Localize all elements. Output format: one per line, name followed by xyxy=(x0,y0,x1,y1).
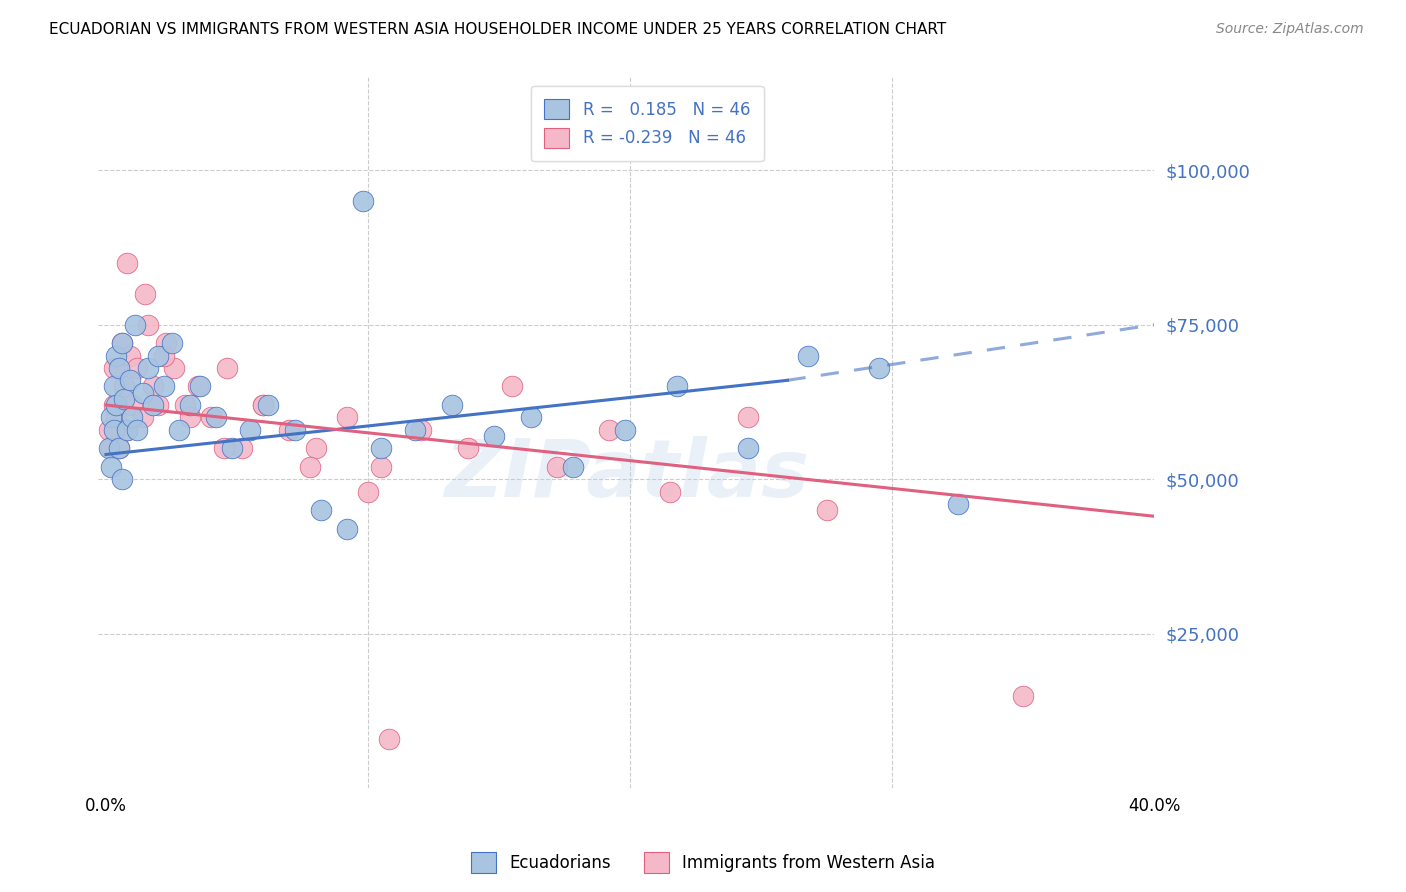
Point xyxy=(404,423,426,437)
Point xyxy=(160,336,183,351)
Point xyxy=(561,459,583,474)
Point xyxy=(108,442,131,456)
Point xyxy=(134,286,156,301)
Point xyxy=(112,392,135,406)
Point xyxy=(946,497,969,511)
Point xyxy=(163,360,186,375)
Point xyxy=(440,398,463,412)
Point xyxy=(231,442,253,456)
Point xyxy=(115,423,138,437)
Point xyxy=(357,484,380,499)
Point xyxy=(121,398,143,412)
Point xyxy=(142,398,165,412)
Point xyxy=(546,459,568,474)
Point xyxy=(118,349,141,363)
Point xyxy=(169,423,191,437)
Point xyxy=(252,398,274,412)
Point xyxy=(115,423,138,437)
Point xyxy=(105,349,128,363)
Point xyxy=(336,522,359,536)
Point xyxy=(121,410,143,425)
Point xyxy=(173,398,195,412)
Legend: R =   0.185   N = 46, R = -0.239   N = 46: R = 0.185 N = 46, R = -0.239 N = 46 xyxy=(531,86,763,161)
Point xyxy=(370,459,392,474)
Point xyxy=(378,731,401,746)
Point xyxy=(188,379,211,393)
Point xyxy=(868,360,890,375)
Point xyxy=(105,410,128,425)
Point xyxy=(131,410,153,425)
Text: ECUADORIAN VS IMMIGRANTS FROM WESTERN ASIA HOUSEHOLDER INCOME UNDER 25 YEARS COR: ECUADORIAN VS IMMIGRANTS FROM WESTERN AS… xyxy=(49,22,946,37)
Point xyxy=(112,379,135,393)
Point xyxy=(205,410,228,425)
Point xyxy=(309,503,332,517)
Point xyxy=(336,410,359,425)
Point xyxy=(239,423,262,437)
Point xyxy=(305,442,328,456)
Point xyxy=(598,423,620,437)
Point xyxy=(179,410,201,425)
Point xyxy=(278,423,301,437)
Point xyxy=(221,442,243,456)
Point xyxy=(215,360,238,375)
Point xyxy=(103,398,125,412)
Text: Source: ZipAtlas.com: Source: ZipAtlas.com xyxy=(1216,22,1364,37)
Point xyxy=(103,360,125,375)
Point xyxy=(815,503,838,517)
Point xyxy=(737,442,759,456)
Point xyxy=(97,423,120,437)
Point xyxy=(103,379,125,393)
Point xyxy=(142,379,165,393)
Point xyxy=(613,423,636,437)
Point xyxy=(131,385,153,400)
Point xyxy=(1012,689,1035,703)
Point xyxy=(105,398,128,412)
Point xyxy=(212,442,235,456)
Point xyxy=(100,442,122,456)
Legend: Ecuadorians, Immigrants from Western Asia: Ecuadorians, Immigrants from Western Asi… xyxy=(464,846,942,880)
Point xyxy=(136,318,159,332)
Point xyxy=(352,194,374,208)
Point xyxy=(111,336,134,351)
Point xyxy=(457,442,479,456)
Point xyxy=(108,360,131,375)
Point xyxy=(152,349,174,363)
Point xyxy=(299,459,322,474)
Point xyxy=(370,442,392,456)
Point xyxy=(519,410,541,425)
Point xyxy=(658,484,681,499)
Point xyxy=(108,442,131,456)
Point xyxy=(100,410,122,425)
Point xyxy=(409,423,432,437)
Point xyxy=(148,398,170,412)
Point xyxy=(152,379,174,393)
Point xyxy=(155,336,177,351)
Point xyxy=(257,398,280,412)
Point xyxy=(482,429,505,443)
Point xyxy=(124,318,146,332)
Text: ZIPatlas: ZIPatlas xyxy=(444,436,808,515)
Point xyxy=(666,379,689,393)
Point xyxy=(127,360,149,375)
Point xyxy=(200,410,222,425)
Point xyxy=(252,398,274,412)
Point xyxy=(111,472,134,486)
Point xyxy=(115,256,138,270)
Point xyxy=(284,423,307,437)
Point xyxy=(118,373,141,387)
Point xyxy=(136,360,159,375)
Point xyxy=(103,423,125,437)
Point xyxy=(100,459,122,474)
Point xyxy=(187,379,209,393)
Point xyxy=(737,410,759,425)
Point xyxy=(97,442,120,456)
Point xyxy=(111,336,134,351)
Point xyxy=(127,423,149,437)
Point xyxy=(797,349,820,363)
Point xyxy=(179,398,201,412)
Point xyxy=(148,349,170,363)
Point xyxy=(501,379,523,393)
